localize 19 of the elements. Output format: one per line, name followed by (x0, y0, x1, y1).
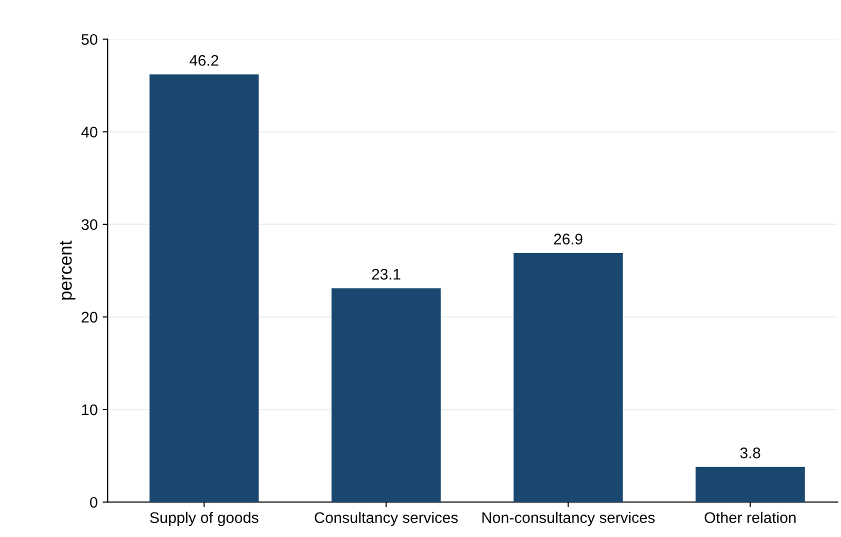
y-axis-title: percent (60, 240, 76, 300)
y-tick-label: 20 (82, 312, 98, 323)
bar (514, 253, 623, 502)
x-tick-label: Non-consultancy services (482, 512, 655, 526)
x-tick-label: Consultancy services (314, 512, 458, 526)
y-tick-label: 50 (82, 34, 98, 45)
x-tick-label: Other relation (704, 512, 796, 524)
data-label: 26.9 (554, 234, 582, 244)
bar (332, 288, 441, 502)
data-label: 46.2 (190, 54, 218, 66)
data-label: 23.1 (372, 268, 400, 280)
bar (696, 466, 805, 502)
y-tick-label: 0 (90, 496, 98, 508)
x-tick-label: Supply of goods (150, 512, 258, 526)
y-tick-label: 10 (82, 404, 98, 416)
data-label: 3.8 (740, 448, 760, 458)
bar (150, 74, 259, 502)
y-tick-label: 40 (81, 126, 98, 138)
y-tick-label: 30 (82, 219, 98, 230)
